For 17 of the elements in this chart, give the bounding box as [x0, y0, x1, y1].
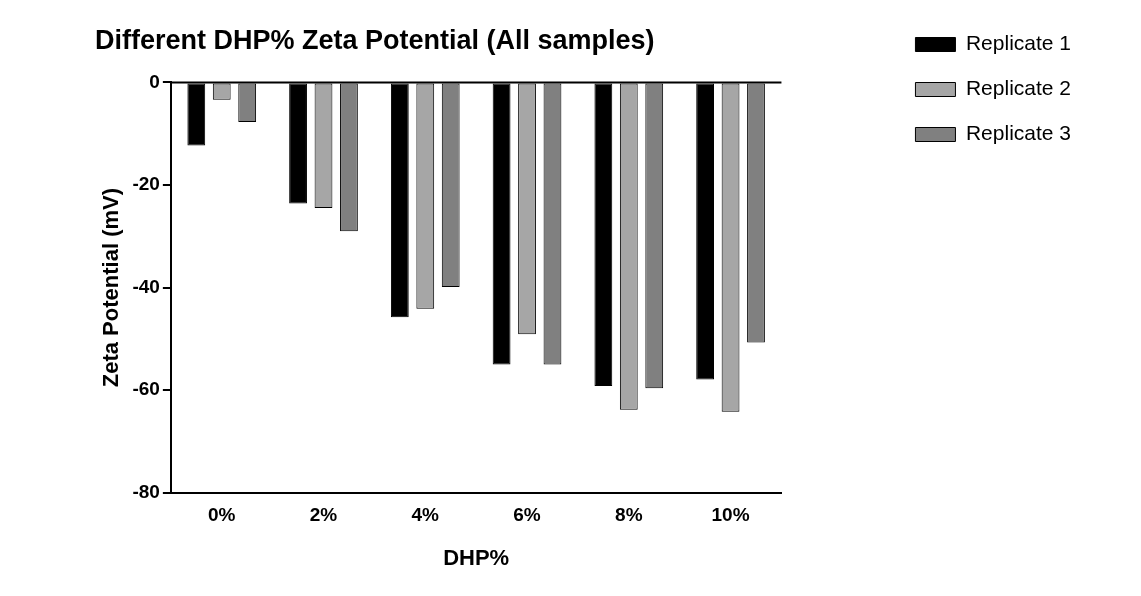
- x-tick-label: 8%: [615, 504, 643, 526]
- x-tick-label: 10%: [711, 504, 750, 526]
- y-tick-label: 0: [149, 70, 160, 92]
- legend-label: Replicate 3: [965, 121, 1071, 145]
- legend-label: Replicate 2: [965, 76, 1071, 100]
- legend-label: Replicate 1: [965, 31, 1071, 55]
- y-tick-label: -60: [132, 378, 160, 400]
- x-tick-label: 6%: [513, 504, 541, 526]
- x-tick-label: 4%: [411, 504, 440, 526]
- x-tick-label: 0%: [208, 504, 236, 526]
- chart-title: Different DHP% Zeta Potential (All samples): [95, 24, 655, 55]
- y-axis-title: Zeta Potential (mV): [98, 187, 124, 388]
- y-tick-label: -20: [132, 173, 160, 195]
- x-tick-label: 2%: [309, 504, 338, 526]
- y-tick-label: -80: [132, 481, 160, 503]
- y-tick-label: -40: [132, 275, 160, 297]
- x-axis-title: DHP%: [443, 544, 510, 570]
